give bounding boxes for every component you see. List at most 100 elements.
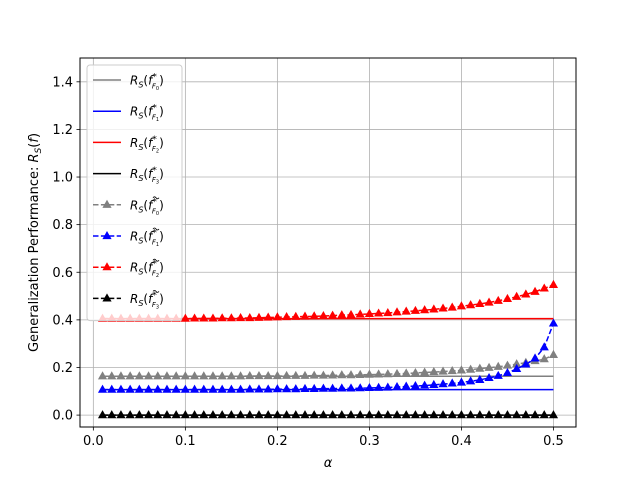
data-point <box>235 384 246 393</box>
legend-label: RS(f* F3) <box>130 166 164 186</box>
data-point <box>235 371 246 380</box>
data-point <box>134 410 144 419</box>
data-point <box>254 371 264 380</box>
legend-box <box>86 64 183 322</box>
data-point <box>97 410 108 419</box>
data-point <box>116 410 126 419</box>
data-point <box>125 371 135 380</box>
data-point <box>208 410 218 419</box>
data-point <box>364 369 375 378</box>
data-point <box>153 410 163 419</box>
data-point <box>245 312 255 322</box>
legend-label: RS(f* F0) <box>130 197 164 217</box>
data-point <box>447 410 457 419</box>
data-point <box>272 371 282 380</box>
data-point <box>162 371 172 380</box>
legend-entry: RS(f* F3) <box>93 290 164 310</box>
data-point <box>189 313 200 322</box>
legend-label: RS(f* F0) <box>130 73 164 93</box>
data-point <box>300 370 310 379</box>
x-tick-label: 0.1 <box>175 434 196 449</box>
data-point <box>171 384 181 393</box>
data-point <box>281 384 292 393</box>
legend-entry: RS(f* F2) <box>93 258 164 279</box>
x-tick-label: 0.2 <box>267 434 288 449</box>
data-point <box>364 410 375 419</box>
data-point <box>318 370 328 379</box>
legend-marker <box>102 262 112 271</box>
data-point <box>199 384 209 393</box>
data-point <box>189 384 200 393</box>
data-point <box>226 313 236 322</box>
series-5 <box>97 349 559 380</box>
data-point <box>199 410 209 419</box>
data-point <box>456 410 467 419</box>
x-axis-label: α <box>324 456 333 471</box>
data-point <box>171 410 181 419</box>
data-point <box>125 410 135 419</box>
y-tick-label: 0.4 <box>52 313 73 328</box>
data-point <box>466 364 476 373</box>
data-point <box>392 368 402 378</box>
tilde-accent <box>152 196 160 200</box>
data-point <box>235 312 246 322</box>
data-point <box>493 361 503 370</box>
data-point <box>401 368 411 377</box>
data-point <box>475 410 485 419</box>
data-point <box>272 384 282 393</box>
axes-frame <box>79 57 577 428</box>
data-point <box>410 367 421 377</box>
data-point <box>484 297 494 306</box>
data-point <box>245 384 255 393</box>
data-point <box>346 370 356 379</box>
data-point <box>217 384 227 393</box>
data-point <box>438 410 448 419</box>
legend-marker <box>102 231 112 240</box>
data-point <box>512 363 522 373</box>
data-point <box>456 365 467 374</box>
y-tick-label: 1.4 <box>52 75 73 90</box>
data-point <box>502 410 513 419</box>
data-point <box>226 410 236 419</box>
data-point <box>410 305 421 314</box>
data-point <box>383 307 393 317</box>
y-tick-label: 0.2 <box>52 361 73 376</box>
data-point <box>548 318 559 327</box>
legend-entry: RS(f* F2) <box>93 135 164 154</box>
y-tick-label: 0.8 <box>52 218 73 233</box>
data-point <box>263 410 273 419</box>
y-tick-label: 0.6 <box>52 266 73 281</box>
data-point <box>383 382 393 391</box>
data-point <box>420 305 430 314</box>
data-point <box>374 369 384 378</box>
data-point <box>392 307 402 316</box>
y-tick-label: 1.0 <box>52 171 73 186</box>
data-point <box>245 371 255 380</box>
data-point <box>291 410 301 419</box>
data-point <box>217 371 227 380</box>
data-point <box>309 370 319 379</box>
data-point <box>383 410 393 419</box>
data-point <box>143 410 154 419</box>
data-point <box>300 383 310 393</box>
data-point <box>475 363 485 372</box>
data-point <box>466 376 476 385</box>
data-point <box>521 359 531 368</box>
data-point <box>116 384 126 393</box>
data-point <box>466 410 476 419</box>
data-point <box>134 371 144 380</box>
tilde-accent <box>152 290 160 293</box>
data-point <box>364 308 375 318</box>
data-point <box>521 410 531 419</box>
data-point <box>226 371 236 380</box>
data-point <box>420 380 430 389</box>
data-point <box>254 384 264 393</box>
data-point <box>548 279 559 288</box>
data-point <box>189 410 200 419</box>
data-point <box>199 371 209 380</box>
data-point <box>502 367 513 377</box>
legend-marker <box>102 199 112 208</box>
y-axis-label: Generalization Performance: RS(f) <box>27 133 44 352</box>
legend-label: RS(f* F3) <box>130 291 164 311</box>
